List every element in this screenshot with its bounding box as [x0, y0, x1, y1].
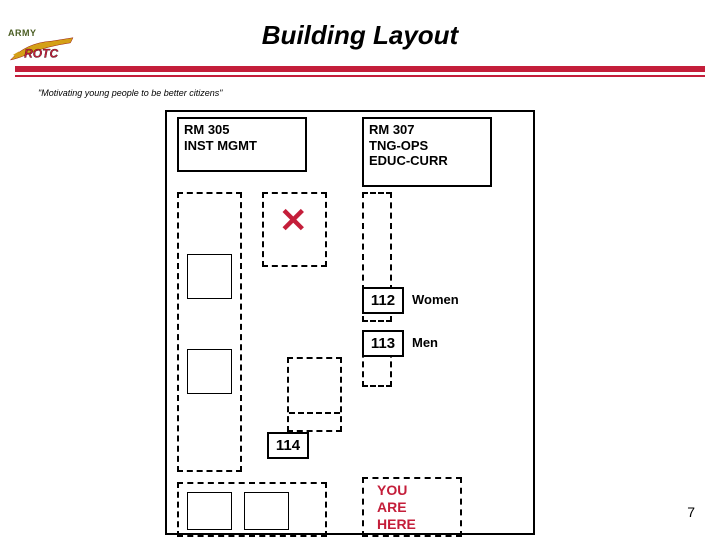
room-305: RM 305 INST MGMT	[177, 117, 307, 172]
floorplan: RM 305 INST MGMT RM 307 TNG-OPS EDUC-CUR…	[165, 110, 535, 535]
room-307-line2: TNG-OPS	[369, 138, 428, 153]
x-marker-icon: ✕	[279, 204, 308, 238]
cell-bottom-2	[244, 492, 289, 530]
cell-left-1	[187, 254, 232, 299]
room-113-label: Men	[412, 335, 438, 350]
jrotc-swoosh-icon: ROTC	[8, 36, 78, 66]
dashed-divider	[289, 412, 340, 414]
dashed-area-bottom-left	[177, 482, 327, 537]
you-are-here-label: YOUAREHERE	[377, 482, 416, 532]
dashed-area-left	[177, 192, 242, 472]
room-112-label: Women	[412, 292, 459, 307]
header-rule-thin	[15, 75, 705, 77]
room-112-num: 112	[362, 287, 404, 314]
cell-bottom-1	[187, 492, 232, 530]
page-number: 7	[687, 504, 695, 520]
page-title: Building Layout	[0, 20, 720, 51]
room-305-name: INST MGMT	[184, 138, 257, 153]
room-114-num: 114	[267, 432, 309, 459]
cell-left-2	[187, 349, 232, 394]
room-307-line3: EDUC-CURR	[369, 153, 448, 168]
svg-text:ROTC: ROTC	[24, 46, 58, 60]
motto-text: "Motivating young people to be better ci…	[38, 88, 223, 98]
room-307-num: RM 307	[369, 122, 415, 137]
header-rule-thick	[15, 66, 705, 72]
dashed-area-mid-lower	[287, 357, 342, 432]
room-305-num: RM 305	[184, 122, 230, 137]
room-307: RM 307 TNG-OPS EDUC-CURR	[362, 117, 492, 187]
room-113-num: 113	[362, 330, 404, 357]
